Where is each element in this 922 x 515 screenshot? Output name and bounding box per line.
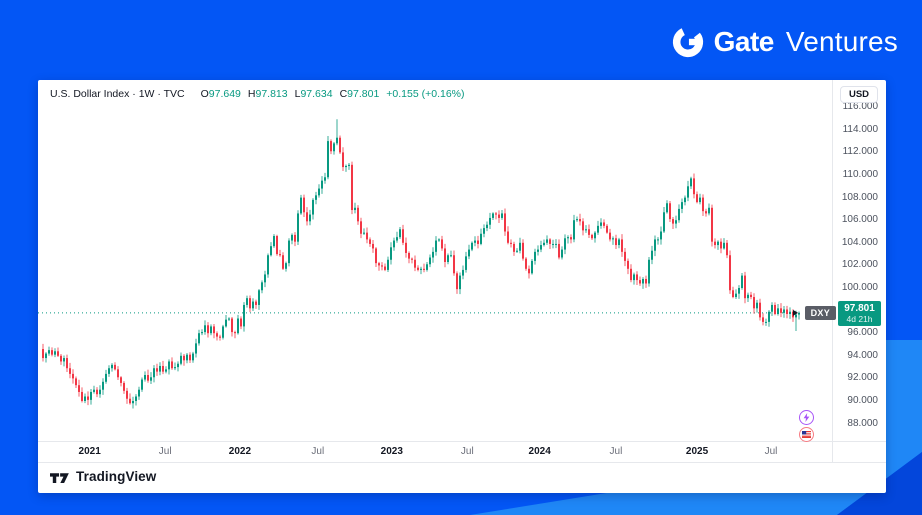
gate-logo-icon [672,26,703,58]
symbol-header[interactable]: U.S. Dollar Index · 1W · TVC O 97.649 H 97… [50,88,465,102]
price-axis-label: 116.000 [842,101,878,113]
ohlc-high-value: 97.813 [255,88,288,100]
price-axis-label: 92.000 [847,372,878,384]
last-price-value: 97.801 [844,303,875,314]
price-axis-label: 96.000 [847,327,878,339]
price-axis-label: 104.000 [841,236,878,248]
tradingview-wordmark: TradingView [76,469,157,484]
time-axis-label-jul: Jul [311,446,325,457]
currency-usd-button[interactable]: USD [840,86,878,103]
price-axis-label: 90.000 [847,395,878,406]
time-axis-label-2024: 2024 [528,446,551,457]
price-line-arrow [793,309,798,316]
tradingview-chart-widget: U.S. Dollar Index · 1W · TVC O 97.649 H 97… [38,80,886,493]
tradingview-attribution[interactable]: TradingView [50,469,156,484]
time-axis-label-jul: Jul [764,446,778,457]
price-axis-label: 102.000 [841,259,878,271]
symbol-title: U.S. Dollar Index · 1W · TVC [50,88,185,100]
price-axis-label: 108.000 [841,191,878,203]
ohlc-low-label: L [294,88,301,100]
brand-suffix: Ventures [785,26,898,57]
gate-ventures-logo: Gate Ventures [671,25,898,59]
last-price-badge: 97.801 4d 21h [838,301,881,326]
ohlc-open-label: O [200,88,209,100]
time-axis-separator [38,441,886,442]
price-axis-label: 114.000 [842,123,878,135]
ohlc-low-value: 97.634 [300,88,333,100]
price-axis-label: 110.000 [842,169,878,180]
price-axis-label: 88.000 [847,417,878,429]
ohlc-close-label: C [339,88,348,100]
price-chart-canvas[interactable] [38,80,833,441]
price-axis-label: 112.000 [842,146,878,158]
time-axis[interactable]: 2021 Jul 2022 Jul 2023 Jul 2024 Jul 2025 Jul [38,442,833,462]
us-flag-event-icon[interactable] [799,427,814,442]
candlestick-series [42,119,800,409]
tradingview-logo-icon [50,472,69,483]
ohlc-open-value: 97.649 [208,88,241,100]
time-axis-label-jul: Jul [460,446,474,457]
lightning-event-icon[interactable] [799,410,814,425]
price-axis-label: 106.000 [841,214,878,226]
price-change-value: +0.155 (+0.16%) [386,88,465,100]
price-axis-label: 94.000 [847,349,878,361]
time-axis-label-jul: Jul [158,446,172,457]
price-axis[interactable]: 116.000 114.000 112.000 110.000 108.000 106.0… [832,80,886,462]
footer-separator [38,462,886,463]
time-axis-label-2023: 2023 [380,446,403,457]
bar-countdown: 4d 21h [846,314,873,324]
time-axis-label-2021: 2021 [78,446,101,457]
ohlc-high-label: H [247,88,256,100]
symbol-price-line-label: DXY [804,306,836,320]
time-axis-label-2025: 2025 [685,446,709,457]
brand-name: Gate [713,26,775,57]
time-axis-label-jul: Jul [609,446,623,457]
time-axis-label-2022: 2022 [228,446,252,457]
ohlc-close-value: 97.801 [347,88,380,100]
price-axis-label: 100.000 [841,282,878,293]
